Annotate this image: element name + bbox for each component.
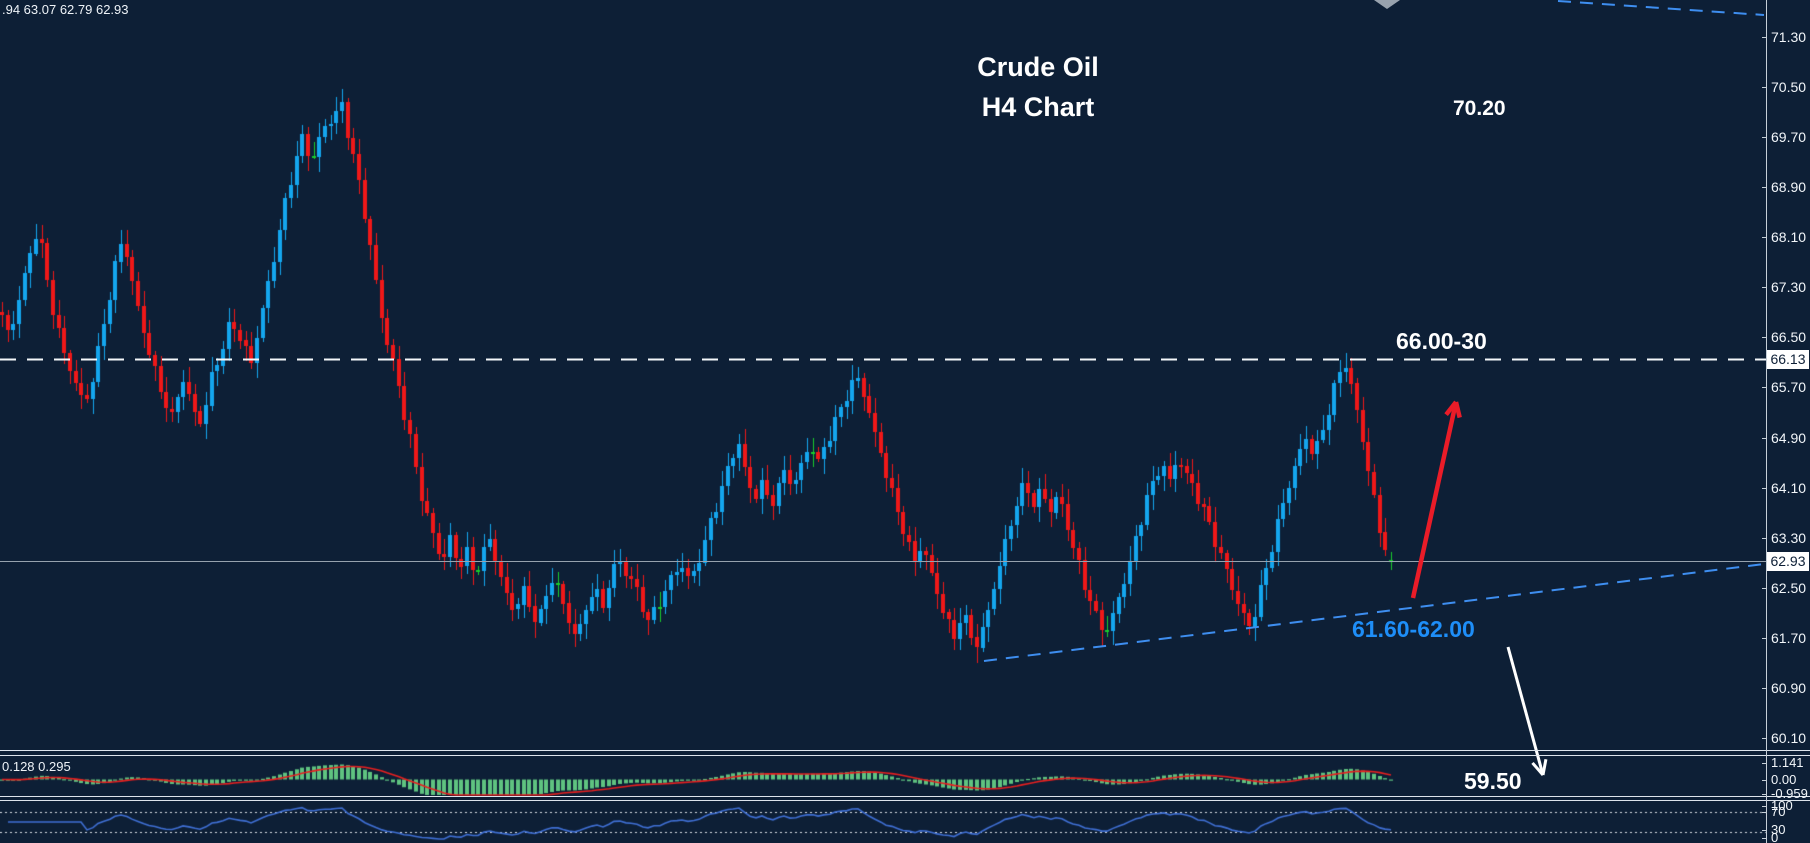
resistance-price-tag: 66.13 xyxy=(1767,350,1809,369)
axis-tick-label: 61.70 xyxy=(1771,630,1807,646)
axis-tick xyxy=(1762,488,1766,489)
axis-tick xyxy=(1762,780,1766,781)
axis-tick xyxy=(1762,87,1766,88)
axis-tick xyxy=(1762,588,1766,589)
axis-tick xyxy=(1762,438,1766,439)
axis-tick-label: 68.90 xyxy=(1771,179,1807,195)
axis-tick-label: 30 xyxy=(1771,822,1786,837)
lower-target-label[interactable]: 59.50 xyxy=(1464,768,1522,794)
axis-tick-label: 1.141 xyxy=(1771,755,1804,770)
support-zone-label[interactable]: 61.60-62.00 xyxy=(1352,616,1475,642)
axis-tick-label: 69.70 xyxy=(1771,129,1807,145)
axis-tick xyxy=(1762,37,1766,38)
axis-tick-label: 0.00 xyxy=(1771,772,1797,787)
axis-tick-label: 64.10 xyxy=(1771,480,1807,496)
axis-tick-label: 70.50 xyxy=(1771,79,1807,95)
price-axis-line xyxy=(1766,0,1767,843)
axis-tick-label: 0 xyxy=(1771,830,1779,843)
axis-tick-label: 67.30 xyxy=(1771,279,1807,295)
axis-tick xyxy=(1762,830,1766,831)
axis-tick xyxy=(1762,838,1766,839)
axis-tick-label: 64.90 xyxy=(1771,430,1807,446)
axis-tick-label: 65.70 xyxy=(1771,379,1807,395)
pane-separator xyxy=(0,796,1810,797)
axis-tick xyxy=(1762,387,1766,388)
axis-tick xyxy=(1762,287,1766,288)
axis-tick-label: 63.30 xyxy=(1771,530,1807,546)
macd-values-readout: 0.128 0.295 xyxy=(2,759,71,774)
axis-tick xyxy=(1762,137,1766,138)
axis-tick-label: 60.10 xyxy=(1771,730,1807,746)
axis-tick xyxy=(1762,812,1766,813)
axis-tick xyxy=(1762,337,1766,338)
chart-title-line2: H4 Chart xyxy=(981,92,1095,122)
axis-tick-label: 66.50 xyxy=(1771,329,1807,345)
axis-tick-label: 62.50 xyxy=(1771,580,1807,596)
pane-separator xyxy=(0,800,1810,801)
resistance-zone-label[interactable]: 66.00-30 xyxy=(1396,328,1487,354)
current-price-tag: 62.93 xyxy=(1767,552,1809,571)
chart-title-line1: Crude Oil xyxy=(977,52,1099,82)
upper-target-label[interactable]: 70.20 xyxy=(1453,97,1506,120)
axis-tick xyxy=(1762,638,1766,639)
axis-tick xyxy=(1762,237,1766,238)
pane-separator xyxy=(0,755,1810,756)
axis-tick-label: 71.30 xyxy=(1771,29,1807,45)
pane-separator xyxy=(0,750,1810,751)
ohlc-readout: .94 63.07 62.79 62.93 xyxy=(2,2,129,17)
axis-tick xyxy=(1762,763,1766,764)
axis-tick xyxy=(1762,688,1766,689)
axis-tick-label: 68.10 xyxy=(1771,229,1807,245)
axis-tick xyxy=(1762,538,1766,539)
axis-tick xyxy=(1762,806,1766,807)
axis-tick xyxy=(1762,187,1766,188)
axis-tick-label: 100 xyxy=(1771,798,1793,813)
axis-tick-label: 70 xyxy=(1771,804,1786,819)
axis-tick xyxy=(1762,738,1766,739)
axis-tick-label: 60.90 xyxy=(1771,680,1807,696)
axis-tick xyxy=(1762,794,1766,795)
axis-tick-label: -0.959 xyxy=(1771,786,1808,801)
